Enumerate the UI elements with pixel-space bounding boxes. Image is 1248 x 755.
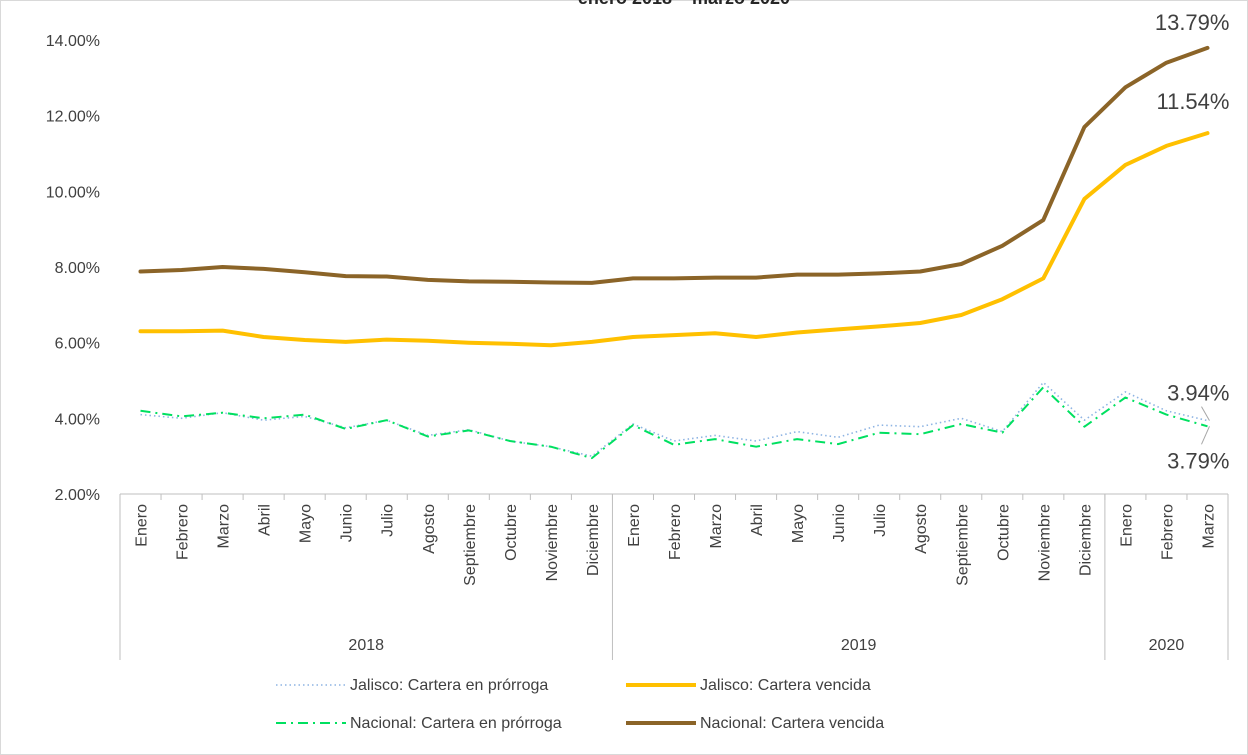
x-tick-label: Abril [749,504,766,536]
x-tick-label: Febrero [175,504,192,560]
y-tick-label: 10.00% [46,184,100,201]
x-tick-label: Noviembre [544,504,561,581]
x-tick-label: Marzo [216,504,233,549]
year-label: 2020 [1149,637,1185,654]
y-tick-label: 12.00% [46,109,100,126]
data-label: 11.54% [1156,89,1229,114]
x-tick-label: Octubre [503,504,520,561]
x-tick-label: Noviembre [1036,504,1053,581]
legend-label: Jalisco: Cartera vencida [700,677,871,694]
x-tick-label: Septiembre [462,504,479,586]
x-tick-label: Enero [1118,504,1135,547]
data-label: 13.79% [1155,10,1230,35]
data-label: 3.79% [1167,448,1229,473]
leader-line [1201,426,1210,445]
series-line [138,45,1210,285]
year-label: 2018 [348,637,384,654]
series-layer [138,45,1210,460]
x-tick-label: Agosto [421,504,438,554]
x-tick-label: Diciembre [1077,504,1094,576]
x-tick-label: Mayo [790,504,807,543]
x-tick-label: Julio [872,504,889,537]
series-line [138,131,1210,348]
x-tick-label: Febrero [667,504,684,560]
y-tick-label: 2.00% [55,487,100,504]
legend-label: Jalisco: Cartera en prórroga [350,677,548,694]
legend-label: Nacional: Cartera en prórroga [350,715,562,732]
x-tick-label: Septiembre [954,504,971,586]
x-tick-label: Octubre [995,504,1012,561]
x-tick-label: Diciembre [585,504,602,576]
y-tick-label: 14.00% [46,33,100,50]
data-label: 3.94% [1167,381,1229,406]
x-tick-label: Agosto [913,504,930,554]
x-tick-label: Enero [626,504,643,547]
x-tick-label: Junio [831,504,848,542]
year-label: 2019 [841,637,877,654]
x-tick-label: Mayo [298,504,315,543]
x-tick-label: Enero [134,504,151,547]
leader-line [1201,406,1210,421]
x-tick-label: Marzo [708,504,725,549]
x-tick-label: Junio [339,504,356,542]
x-tick-label: Marzo [1200,504,1217,549]
axes: 2.00% 4.00% 6.00% 8.00% 10.00% 12.00% 14.00% En… [46,33,1229,660]
series-line [140,386,1208,460]
x-tick-label: Abril [257,504,274,536]
y-tick-label: 6.00% [55,336,100,353]
y-tick-label: 8.00% [55,260,100,277]
data-labels: 13.79% 11.54% 3.94% 3.79% [1155,10,1230,473]
x-tick-label: Febrero [1159,504,1176,560]
chart-title: enero 2018 – marzo 2020 [578,0,790,8]
x-tick-label: Julio [380,504,397,537]
y-tick-label: 4.00% [55,411,100,428]
legend-label: Nacional: Cartera vencida [700,715,884,732]
legend: Jalisco: Cartera en prórroga Jalisco: Car… [276,677,884,732]
